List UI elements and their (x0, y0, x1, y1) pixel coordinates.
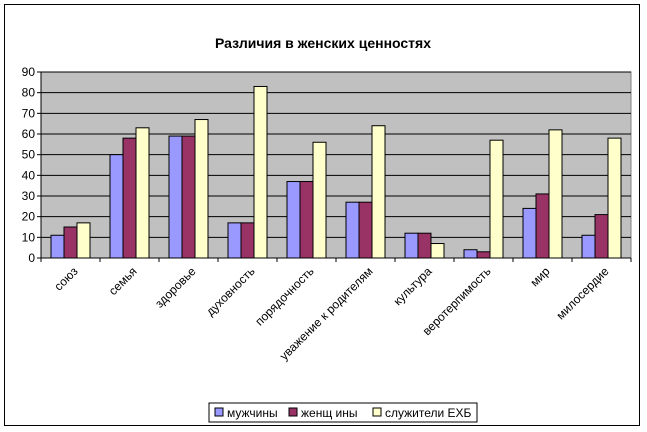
chart-title: Различия в женских ценностях (215, 35, 431, 51)
bar-1-7 (404, 232, 419, 259)
y-tick-label: 10 (22, 230, 36, 244)
legend-label-1: мужчины (227, 406, 278, 420)
x-tick-label: мир (527, 264, 552, 289)
x-tick-label: здоровье (152, 264, 199, 311)
y-tick-label: 50 (22, 148, 36, 162)
legend-swatch-3 (372, 407, 382, 417)
bar-1-4 (227, 222, 242, 259)
bar-1-3 (168, 135, 183, 259)
bar-2-5 (299, 181, 314, 259)
legend-label-2: женщ ины (301, 406, 358, 420)
bar-3-2 (135, 127, 150, 259)
x-tick-label: духовность (203, 264, 257, 318)
bar-1-5 (286, 181, 301, 259)
y-tick-label: 80 (22, 86, 36, 100)
bar-1-2 (109, 154, 124, 259)
bar-3-3 (194, 119, 209, 259)
bar-2-9 (535, 193, 550, 259)
y-tick-label: 70 (22, 106, 36, 120)
bar-3-1 (76, 222, 91, 259)
x-tick-label: культура (391, 264, 435, 308)
x-tick-label: союз (51, 264, 81, 294)
y-tick-label: 20 (22, 210, 36, 224)
y-tick-label: 90 (22, 65, 36, 79)
legend-label-3: служители ЕХБ (385, 406, 472, 420)
bar-2-3 (181, 135, 196, 259)
legend-swatch-2 (288, 407, 298, 417)
x-tick-label: милосердие (553, 264, 611, 322)
bar-3-7 (430, 243, 445, 259)
bar-3-9 (548, 129, 563, 259)
legend (208, 402, 478, 423)
bar-1-8 (463, 249, 478, 259)
bar-2-6 (358, 201, 373, 259)
bar-1-1 (50, 234, 65, 259)
chart-frame: Различия в женских ценностях 0 10 20 30 40 50… (4, 4, 640, 426)
bar-3-5 (312, 141, 327, 259)
x-tick-label: семья (106, 264, 140, 298)
bar-2-10 (594, 214, 609, 259)
y-tick-label: 30 (22, 189, 36, 203)
bar-3-6 (371, 125, 386, 259)
bar-1-10 (581, 234, 596, 259)
bar-2-2 (122, 137, 137, 259)
bar-2-4 (240, 222, 255, 259)
bar-1-9 (522, 207, 537, 259)
y-tick-label: 40 (22, 168, 36, 182)
bar-1-6 (345, 201, 360, 259)
y-tick-label: 0 (28, 251, 35, 265)
bar-3-8 (489, 139, 504, 259)
y-tick-label: 60 (22, 127, 36, 141)
bar-2-1 (63, 226, 78, 259)
bar-3-10 (607, 137, 622, 259)
bar-3-4 (253, 85, 268, 259)
bar-chart: Различия в женских ценностях 0 10 20 30 40 50… (22, 35, 632, 423)
legend-swatch-1 (214, 407, 224, 417)
bar-2-8 (476, 251, 491, 259)
bar-2-7 (417, 232, 432, 259)
x-tick-label: порядочность (252, 264, 316, 328)
